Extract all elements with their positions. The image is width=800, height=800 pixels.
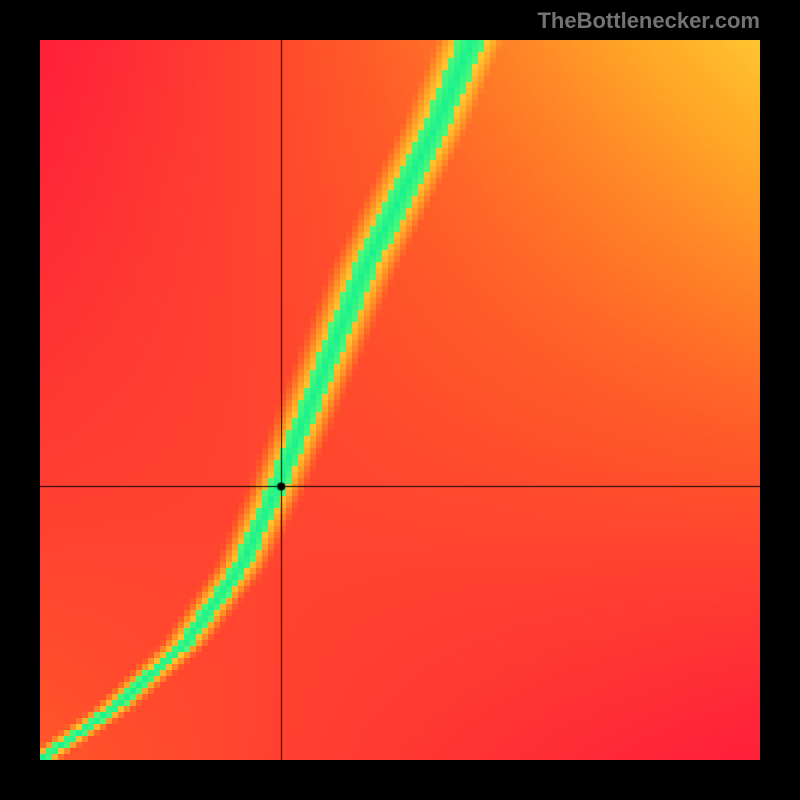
chart-container: TheBottlenecker.com bbox=[0, 0, 800, 800]
crosshair-overlay bbox=[40, 40, 760, 760]
watermark-text: TheBottlenecker.com bbox=[537, 8, 760, 34]
